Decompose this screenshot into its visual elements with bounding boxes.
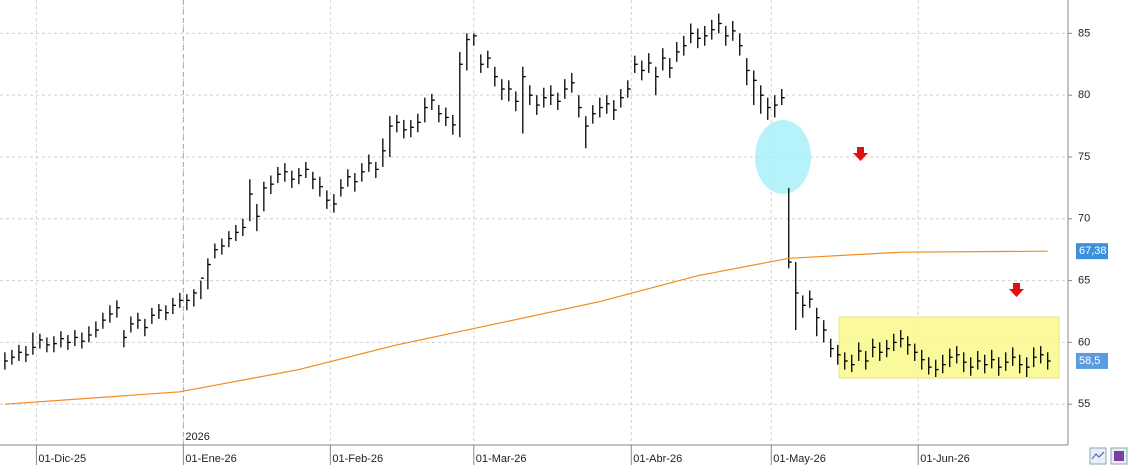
- x-tick-label: 01-May-26: [773, 453, 826, 465]
- x-tick-label: 01-Mar-26: [476, 453, 527, 465]
- x-tick-label: 01-Feb-26: [332, 453, 383, 465]
- x-tick-label: 01-Ene-26: [185, 453, 236, 465]
- x-tick-label: 01-Dic-25: [38, 453, 86, 465]
- y-tick-label: 55: [1078, 398, 1090, 410]
- down-arrow: [1009, 283, 1024, 297]
- value-tag-label: 67,38: [1079, 245, 1107, 257]
- highlight-box: [838, 316, 1060, 379]
- year-label: 2026: [185, 431, 209, 443]
- y-tick-label: 65: [1078, 275, 1090, 287]
- save-icon-glyph: [1114, 451, 1124, 461]
- highlight-ellipse: [755, 120, 811, 194]
- moving-average: [4, 250, 1048, 405]
- y-tick-label: 60: [1078, 336, 1090, 348]
- value-tag-label: 58,5: [1079, 355, 1100, 367]
- value-tag: [1076, 243, 1108, 260]
- toolbar: [1089, 447, 1128, 465]
- x-tick-label: 01-Jun-26: [920, 453, 970, 465]
- y-tick-label: 75: [1078, 151, 1090, 163]
- y-tick-label: 80: [1078, 89, 1090, 101]
- value-tag: [1076, 352, 1108, 369]
- chart-icon-glyph: [1091, 451, 1105, 460]
- y-tick-label: 85: [1078, 27, 1090, 39]
- y-tick-label: 70: [1078, 213, 1090, 225]
- x-tick-label: 01-Abr-26: [633, 453, 682, 465]
- plot: [4, 13, 1051, 405]
- down-arrow: [853, 147, 868, 161]
